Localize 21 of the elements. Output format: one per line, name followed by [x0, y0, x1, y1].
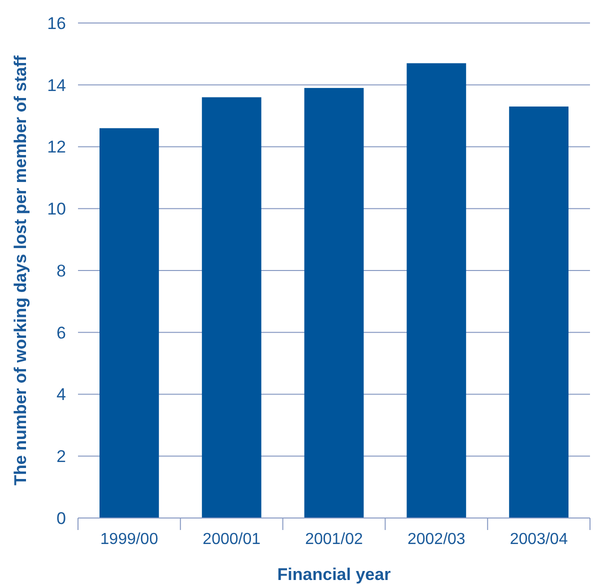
y-tick-label: 12 [47, 138, 66, 157]
y-tick-label: 8 [56, 261, 66, 280]
x-tick-label: 1999/00 [100, 531, 158, 548]
y-tick-label: 10 [47, 200, 66, 219]
y-tick-label: 14 [47, 76, 66, 95]
bar [509, 106, 568, 518]
y-axis-title: The number of working days lost per member of staff [11, 55, 30, 486]
bar [202, 97, 262, 518]
x-axis-title: Financial year [277, 565, 392, 584]
bar [100, 128, 159, 518]
x-tick-label: 2000/01 [202, 531, 261, 548]
y-tick-label: 16 [47, 14, 66, 33]
y-tick-label: 2 [56, 447, 66, 466]
x-tick-label: 2002/03 [407, 531, 466, 548]
bar [406, 63, 466, 518]
y-tick-label: 6 [56, 323, 66, 342]
bar [304, 88, 364, 518]
x-tick-label: 2003/04 [510, 531, 568, 548]
y-tick-label: 0 [56, 508, 66, 528]
y-tick-label: 4 [56, 385, 66, 404]
x-tick-label: 2001/02 [305, 531, 364, 548]
